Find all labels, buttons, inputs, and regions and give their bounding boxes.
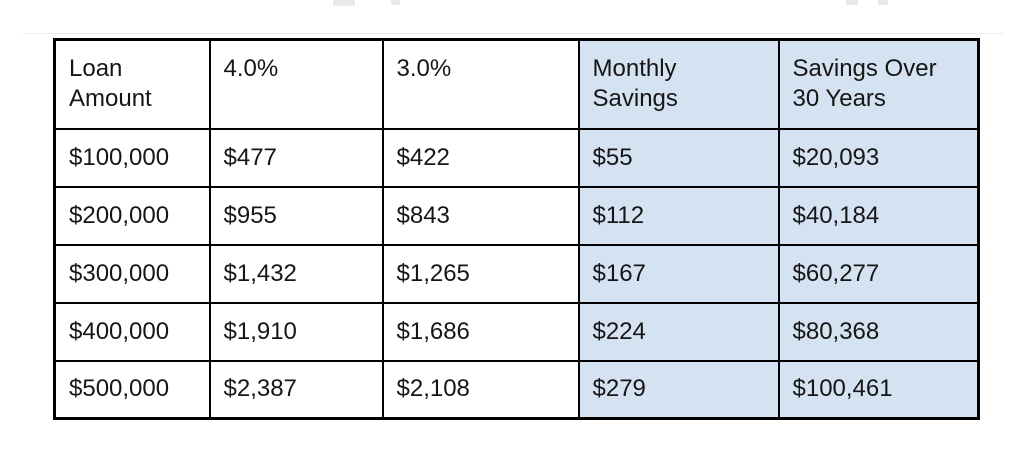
payment-4pct-cell: $2,387 <box>208 359 384 420</box>
table-row: $500,000 $2,387 $2,108 $279 $100,461 <box>53 359 980 420</box>
payment-3pct-cell: $843 <box>381 185 580 246</box>
col-header-loan-amount: Loan Amount <box>53 38 211 130</box>
loan-amount-cell: $300,000 <box>53 243 211 304</box>
cutoff-text-artifact <box>333 0 355 6</box>
loan-amount-cell: $200,000 <box>53 185 211 246</box>
payment-4pct-cell: $1,910 <box>208 301 384 362</box>
monthly-savings-cell: $167 <box>577 243 780 304</box>
payment-3pct-cell: $1,265 <box>381 243 580 304</box>
cutoff-text-artifact <box>878 0 888 5</box>
table-row: $400,000 $1,910 $1,686 $224 $80,368 <box>53 301 980 362</box>
col-header-monthly-savings: Monthly Savings <box>577 38 780 130</box>
monthly-savings-cell: $279 <box>577 359 780 420</box>
loan-amount-cell: $400,000 <box>53 301 211 362</box>
payment-4pct-cell: $1,432 <box>208 243 384 304</box>
table-row: $300,000 $1,432 $1,265 $167 $60,277 <box>53 243 980 304</box>
savings-30yr-cell: $60,277 <box>777 243 980 304</box>
payment-3pct-cell: $2,108 <box>381 359 580 420</box>
monthly-savings-cell: $112 <box>577 185 780 246</box>
monthly-savings-cell: $224 <box>577 301 780 362</box>
loan-amount-cell: $500,000 <box>53 359 211 420</box>
savings-30yr-cell: $80,368 <box>777 301 980 362</box>
cutoff-text-artifact <box>391 0 400 5</box>
savings-30yr-cell: $100,461 <box>777 359 980 420</box>
payment-4pct-cell: $477 <box>208 127 384 188</box>
table-row: $200,000 $955 $843 $112 $40,184 <box>53 185 980 246</box>
savings-30yr-cell: $40,184 <box>777 185 980 246</box>
loan-amount-cell: $100,000 <box>53 127 211 188</box>
cutoff-text-artifact <box>846 0 858 5</box>
payment-3pct-cell: $1,686 <box>381 301 580 362</box>
col-header-rate-4-0: 4.0% <box>208 38 384 130</box>
scan-hairline <box>22 33 1004 34</box>
monthly-savings-cell: $55 <box>577 127 780 188</box>
col-header-savings-30-years: Savings Over 30 Years <box>777 38 980 130</box>
loan-savings-table: Loan Amount 4.0% 3.0% Monthly Savings Sa… <box>53 38 980 420</box>
savings-30yr-cell: $20,093 <box>777 127 980 188</box>
table-header-row: Loan Amount 4.0% 3.0% Monthly Savings Sa… <box>53 38 980 130</box>
col-header-rate-3-0: 3.0% <box>381 38 580 130</box>
table-row: $100,000 $477 $422 $55 $20,093 <box>53 127 980 188</box>
payment-4pct-cell: $955 <box>208 185 384 246</box>
payment-3pct-cell: $422 <box>381 127 580 188</box>
